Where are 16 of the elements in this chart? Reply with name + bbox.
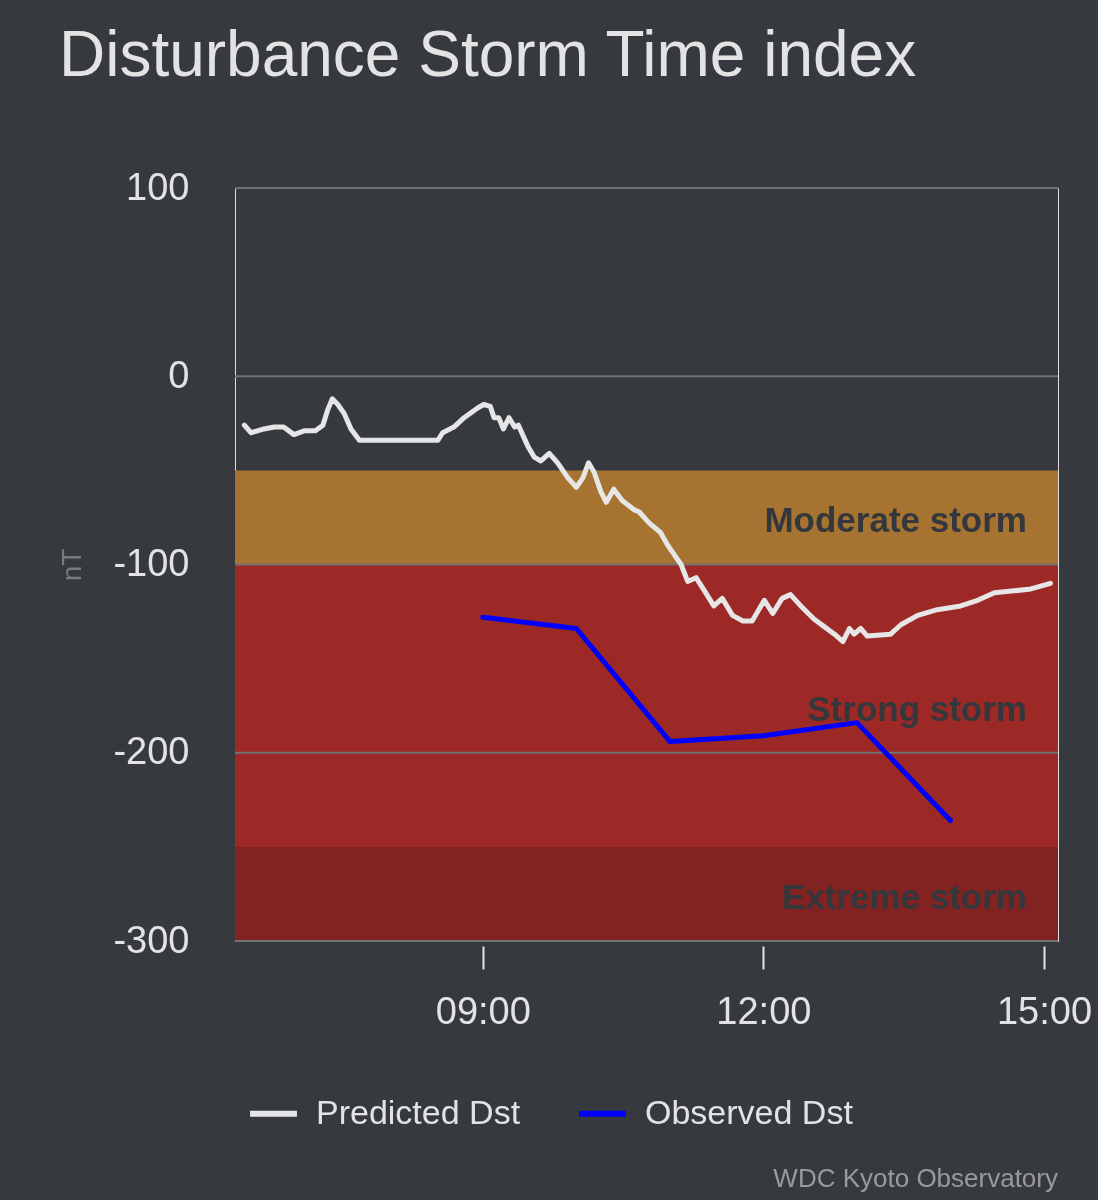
y-tick-label: -100 bbox=[113, 542, 190, 584]
x-tick-label: 15:00 bbox=[996, 989, 1093, 1032]
text: WDC Kyoto Observatory bbox=[773, 1163, 1058, 1193]
x-tick-label: 09:00 bbox=[435, 989, 531, 1032]
y-tick-label: -300 bbox=[113, 918, 190, 961]
y-tick-label: 100 bbox=[126, 165, 190, 208]
y-tick-label: 0 bbox=[168, 353, 190, 396]
x-tick-label: 12:00 bbox=[716, 989, 812, 1032]
band-label: Moderate storm bbox=[764, 500, 1027, 540]
y-axis-title: nT bbox=[56, 548, 88, 582]
legend-label: Observed Dst bbox=[645, 1092, 854, 1131]
band-label: Extreme storm bbox=[781, 876, 1027, 916]
legend-label: Predicted Dst bbox=[316, 1092, 521, 1131]
y-tick-label: -200 bbox=[113, 730, 190, 773]
chart-title: Disturbance Storm Time index bbox=[58, 18, 917, 90]
band-label: Strong storm bbox=[807, 688, 1027, 728]
